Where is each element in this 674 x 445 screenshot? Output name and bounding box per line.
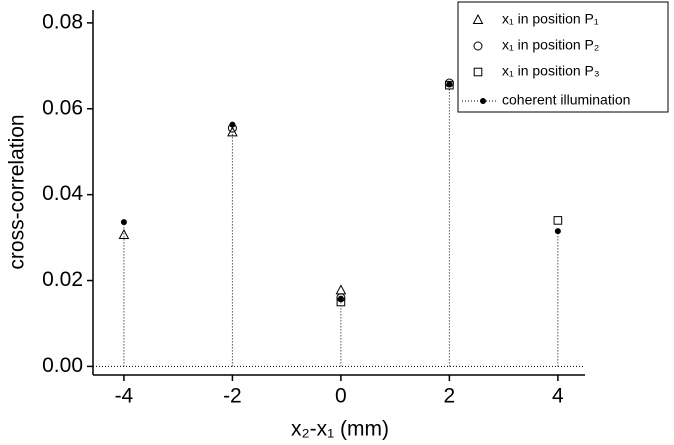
y-tick-label: 0.04 <box>42 182 83 205</box>
legend-marker <box>480 98 486 104</box>
y-axis-label: cross-correlation <box>6 114 29 269</box>
point <box>554 228 561 235</box>
x-tick-label: 4 <box>552 385 564 408</box>
point <box>335 284 347 295</box>
point <box>120 219 127 226</box>
y-tick-label: 0.06 <box>42 96 83 119</box>
y-tick-label: 0.02 <box>42 268 83 291</box>
legend-marker <box>473 67 483 77</box>
point <box>337 295 344 302</box>
legend-label: x₁ in position P₁ <box>502 11 599 27</box>
y-tick-label: 0.00 <box>42 354 83 377</box>
point <box>446 81 453 88</box>
x-tick-label: 0 <box>335 385 347 408</box>
point <box>118 228 130 240</box>
legend-label: coherent illumination <box>502 92 630 108</box>
y-tick-label: 0.08 <box>42 10 83 33</box>
x-axis-label: x₂-x₁ (mm) <box>291 418 389 441</box>
x-tick-label: -4 <box>115 385 134 408</box>
legend-marker <box>473 41 483 51</box>
legend-marker <box>472 13 484 24</box>
legend-label: x₁ in position P₃ <box>502 63 600 79</box>
x-tick-label: -2 <box>223 385 242 408</box>
point <box>553 216 563 225</box>
point <box>229 121 236 128</box>
legend-box <box>457 1 669 113</box>
x-tick-label: 2 <box>444 385 456 408</box>
legend-label: x₁ in position P₂ <box>502 37 599 53</box>
